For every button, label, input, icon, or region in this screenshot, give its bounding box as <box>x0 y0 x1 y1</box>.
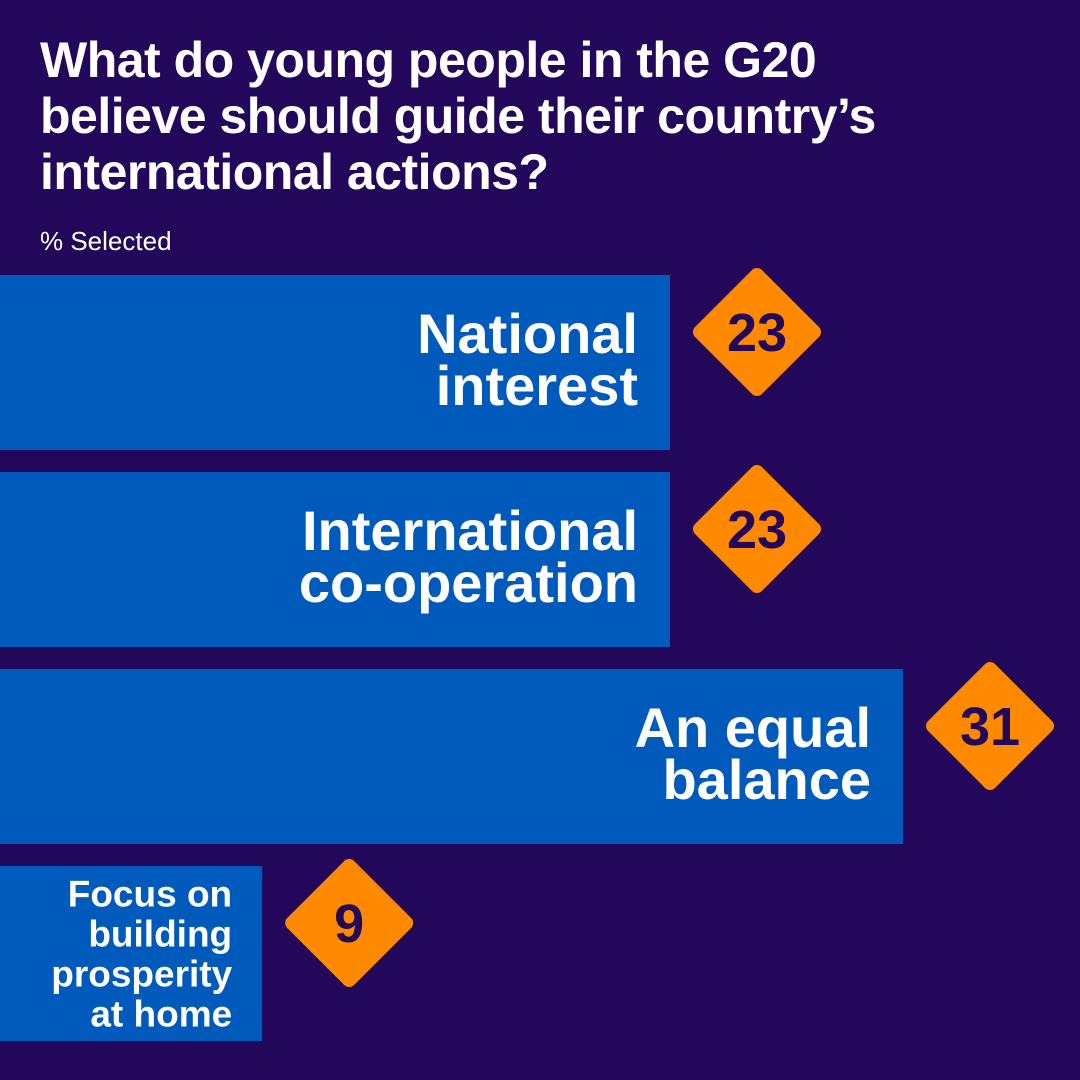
value-badge-3 <box>285 859 414 987</box>
data-label-2: 31 <box>960 697 1020 757</box>
category-label-0: National interest <box>417 302 638 417</box>
chart-title: What do young people in the G20 believe … <box>40 32 1040 200</box>
data-label-3: 9 <box>334 894 364 954</box>
bar-3 <box>0 866 263 1041</box>
bar-1 <box>0 472 670 647</box>
category-label-line: International <box>302 499 638 562</box>
bar-0 <box>0 275 670 450</box>
category-label-3: Focus on building prosperity at home <box>51 873 232 1034</box>
data-label-0: 23 <box>727 303 787 363</box>
value-badge-0 <box>693 268 821 396</box>
category-label-line: co-operation <box>299 551 638 614</box>
title-line-3: international actions? <box>40 144 549 200</box>
title-line-2: believe should guide their country’s <box>40 88 876 144</box>
category-label-line: National <box>417 302 638 365</box>
title-line-1: What do young people in the G20 <box>40 32 817 88</box>
value-badge-2 <box>926 662 1055 790</box>
category-label-line: balance <box>662 748 871 811</box>
category-label-line: at home <box>90 993 232 1034</box>
category-label-line: Focus on <box>68 873 232 914</box>
bar-2 <box>0 669 904 844</box>
category-label-1: International co-operation <box>299 499 638 614</box>
category-label-2: An equal balance <box>635 696 871 811</box>
category-label-line: An equal <box>635 696 871 759</box>
data-label-1: 23 <box>727 500 787 560</box>
value-badge-1 <box>693 465 821 593</box>
category-label-line: building <box>88 913 232 954</box>
category-label-line: prosperity <box>51 953 232 994</box>
category-label-line: interest <box>436 354 638 417</box>
chart-subtitle: % Selected <box>40 226 172 256</box>
